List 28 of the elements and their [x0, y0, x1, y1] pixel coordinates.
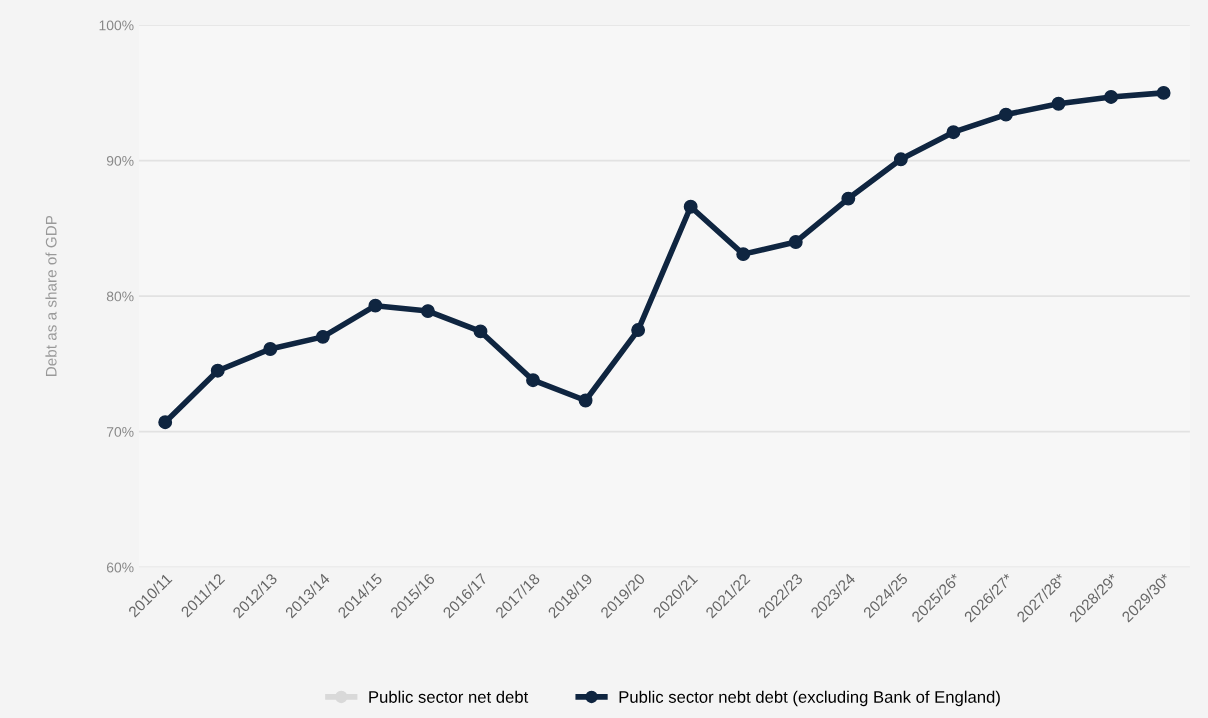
- point: [736, 247, 751, 262]
- y-tick-label: 100%: [99, 20, 134, 31]
- point: [1156, 85, 1171, 100]
- point: [999, 107, 1013, 122]
- y-tick-label: 70%: [106, 427, 134, 437]
- point: [210, 363, 225, 378]
- point: [368, 298, 383, 313]
- point: [473, 324, 488, 339]
- point: [578, 393, 593, 408]
- point: [1051, 96, 1066, 111]
- point: [158, 415, 173, 430]
- point: [526, 373, 540, 388]
- y-tick-label: 80%: [106, 291, 134, 302]
- point: [1104, 90, 1119, 104]
- point: [683, 199, 698, 214]
- y-tick-label: 60%: [106, 562, 134, 573]
- point: [263, 342, 278, 356]
- legend-label: Public sector nebt debt (excluding Bank of England): [619, 690, 1000, 707]
- point: [893, 152, 908, 167]
- point: [315, 329, 330, 344]
- point: [631, 323, 646, 338]
- legend-label: Public sector net debt: [369, 690, 529, 703]
- point: [946, 125, 961, 140]
- y-tick-label: 90%: [106, 155, 134, 166]
- point: [841, 191, 856, 206]
- point: [420, 304, 435, 319]
- y-axis-title: Debt as a share of GDP: [45, 215, 57, 377]
- point: [788, 235, 803, 249]
